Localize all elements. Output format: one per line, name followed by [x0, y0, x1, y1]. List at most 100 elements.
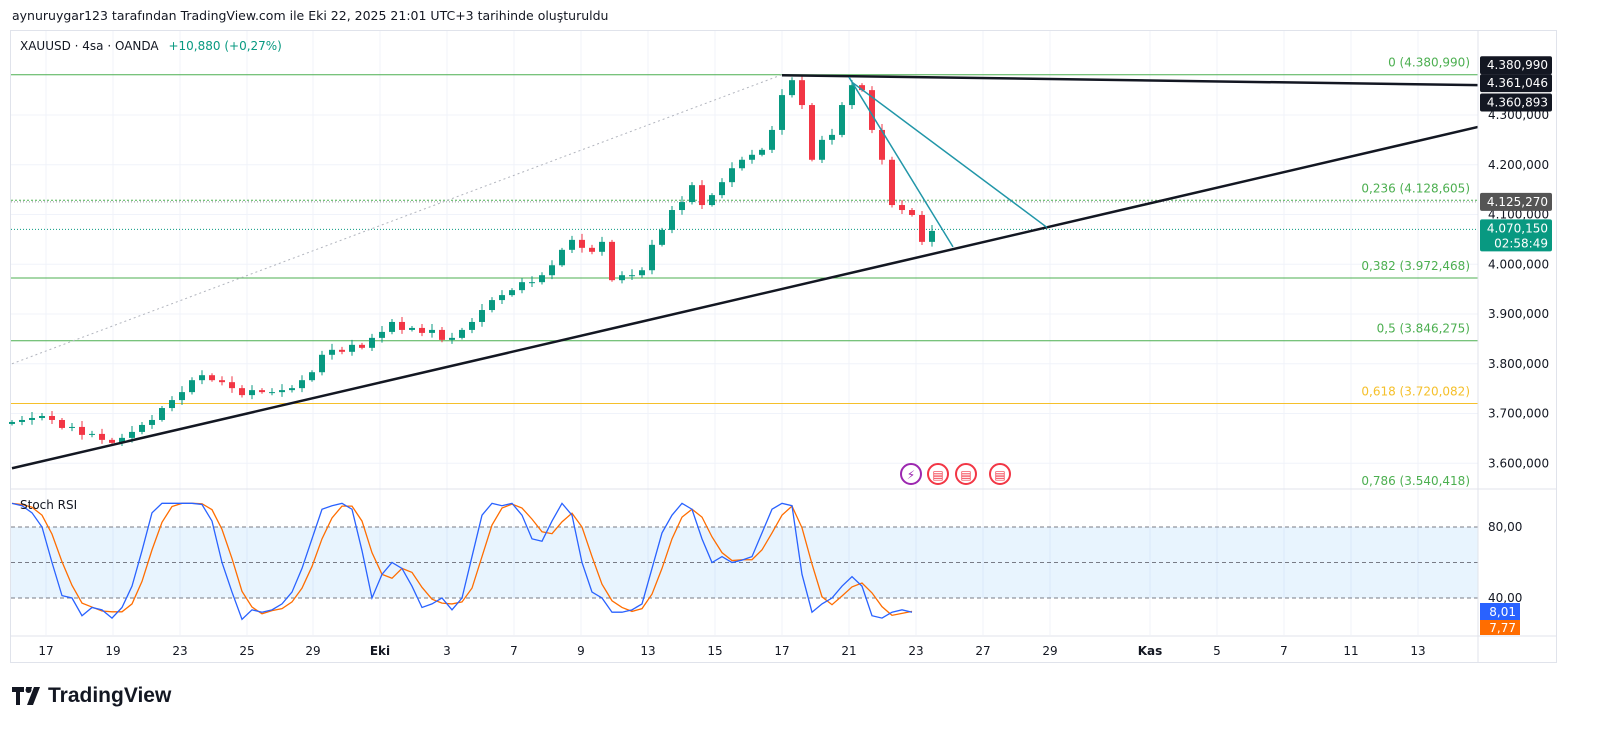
price-tick-label: 3.900,000 — [1488, 307, 1549, 321]
us-flag-icon: ▤ — [960, 468, 971, 482]
candle-body — [399, 321, 405, 330]
dividend-event-icon — [900, 463, 922, 485]
candle-body — [109, 439, 115, 443]
candle-body — [249, 390, 255, 396]
candle-body — [139, 424, 145, 432]
last-price-label: 4.070,150 — [1487, 221, 1548, 235]
fib-level-label: 0,786 (3.540,418) — [1361, 474, 1470, 488]
candle-body — [49, 415, 55, 420]
candle-body — [69, 426, 75, 428]
candle-body — [839, 105, 845, 135]
candle-body — [809, 105, 815, 160]
candle-body — [409, 327, 415, 330]
candle-body — [129, 431, 135, 438]
price-tick-label: 3.600,000 — [1488, 456, 1549, 470]
time-tick-label: 21 — [841, 644, 856, 658]
chart-frame — [10, 30, 1557, 663]
time-tick-label: 13 — [1410, 644, 1425, 658]
candle-body — [429, 329, 435, 333]
brand-name: TradingView — [48, 684, 172, 707]
candle-body — [699, 185, 705, 206]
candle-body — [509, 290, 515, 296]
candle-body — [39, 415, 45, 418]
candle-body — [449, 337, 455, 340]
price-tick-label: 4.000,000 — [1488, 257, 1549, 271]
candle-body — [29, 417, 35, 420]
candle-body — [59, 419, 65, 428]
symbol-legend: XAUUSD · 4sa · OANDA +10,880 (+0,27%) — [20, 39, 282, 53]
tradingview-logo-icon — [12, 687, 40, 705]
candle-body — [149, 419, 155, 425]
time-tick-label: 13 — [640, 644, 655, 658]
candle-body — [299, 380, 305, 389]
candle-body — [619, 275, 625, 281]
candle-body — [819, 139, 825, 160]
fib-level-label: 0,382 (3.972,468) — [1361, 259, 1470, 273]
candle-body — [659, 229, 665, 245]
teal-line-1 — [848, 76, 954, 248]
time-tick-label: 5 — [1213, 644, 1221, 658]
candle-body — [469, 321, 475, 330]
candle-body — [419, 327, 425, 333]
candle-body — [369, 337, 375, 348]
candle-body — [929, 230, 935, 242]
candle-body — [709, 195, 715, 206]
stoch-rsi-title[interactable]: Stoch RSI — [20, 498, 78, 512]
stoch-k-value: 8,01 — [1489, 605, 1516, 619]
price-badge-label: 4.361,046 — [1487, 76, 1548, 90]
time-tick-label: 27 — [975, 644, 990, 658]
candle-body — [309, 372, 315, 381]
time-tick-label: 23 — [908, 644, 923, 658]
price-badge — [1480, 93, 1552, 112]
stoch-band-fill — [11, 527, 1478, 598]
lightning-icon: ⚡ — [907, 468, 915, 482]
candle-body — [539, 275, 545, 283]
us-economic-event-icon — [927, 463, 949, 485]
candle-body — [919, 215, 925, 242]
time-tick-label: 23 — [172, 644, 187, 658]
candle-body — [879, 129, 885, 160]
time-tick-label: 7 — [510, 644, 518, 658]
candle-body — [639, 270, 645, 276]
price-tick-label: 4.200,000 — [1488, 158, 1549, 172]
time-tick-label: 7 — [1280, 644, 1288, 658]
candle-body — [459, 329, 465, 338]
candle-body — [519, 282, 525, 291]
candle-body — [869, 90, 875, 130]
candle-body — [269, 392, 275, 394]
stoch-tick-label: 80,00 — [1488, 520, 1522, 534]
candle-body — [829, 134, 835, 140]
candle-body — [359, 344, 365, 348]
candle-body — [259, 390, 265, 393]
bar-countdown: 02:58:49 — [1494, 236, 1548, 250]
candle-body — [749, 154, 755, 160]
symbol-label[interactable]: XAUUSD · 4sa · OANDA — [20, 39, 159, 53]
candle-body — [599, 241, 605, 252]
fib-diagonal — [11, 74, 783, 365]
us-flag-icon: ▤ — [932, 468, 943, 482]
candle-body — [289, 388, 295, 391]
candle-body — [439, 329, 445, 340]
candle-body — [279, 390, 285, 393]
candle-body — [569, 239, 575, 250]
stoch-k-badge — [1480, 603, 1520, 620]
candle-body — [669, 210, 675, 230]
candle-body — [889, 159, 895, 206]
us-flag-icon: ▤ — [994, 468, 1005, 482]
price-tick-label: 3.700,000 — [1488, 407, 1549, 421]
candle-body — [689, 185, 695, 203]
candle-body — [739, 159, 745, 169]
candle-body — [189, 380, 195, 393]
stoch-k-line — [11, 502, 913, 621]
candle-body — [759, 149, 765, 155]
candle-body — [549, 265, 555, 276]
candle-body — [779, 95, 785, 130]
candle-body — [909, 210, 915, 215]
candle-body — [789, 80, 795, 96]
tradingview-logo[interactable]: TradingView — [12, 684, 171, 708]
candle-body — [379, 331, 385, 338]
candle-body — [349, 344, 355, 352]
candle-body — [629, 275, 635, 277]
candle-body — [179, 392, 185, 401]
